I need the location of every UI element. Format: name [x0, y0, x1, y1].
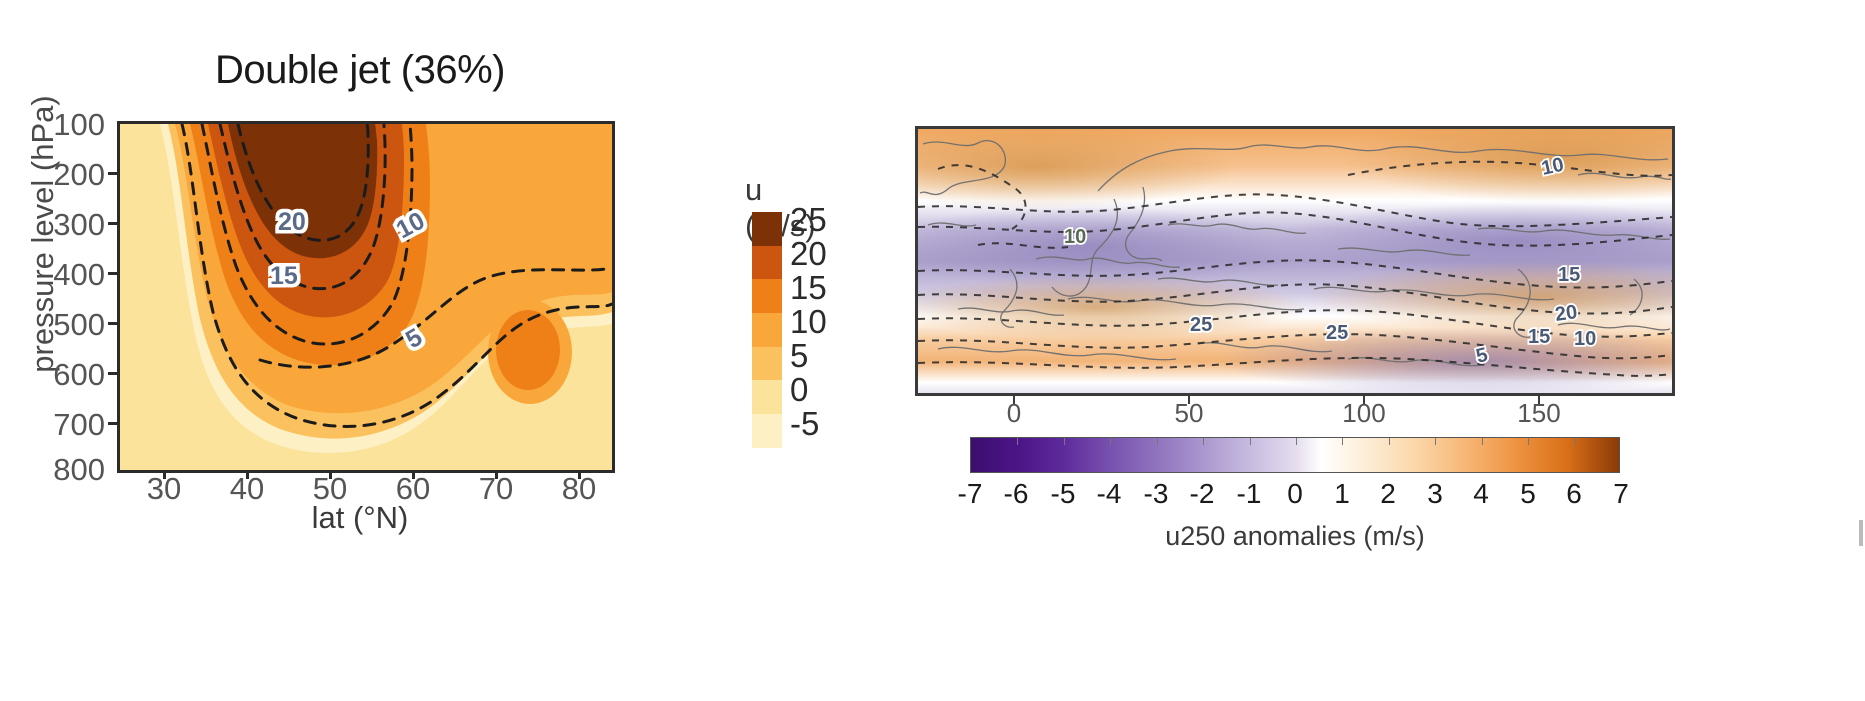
- y-tick-label: 700: [53, 407, 105, 442]
- right-panel-anomaly-map: 10 10 15 20 25 25 15 10 5 0 50 100 150 -…: [760, 0, 1865, 701]
- colorbar-tick: [1017, 438, 1018, 445]
- colorbar-tick: [1157, 438, 1158, 445]
- colorbar-tick-label: 1: [1334, 478, 1350, 509]
- map-x-tick-label: 0: [1006, 398, 1022, 428]
- colorbar-tick-label: 25: [790, 201, 827, 238]
- y-tick-label: 500: [53, 307, 105, 342]
- x-tick-label: 50: [312, 471, 348, 506]
- contour-label: 20: [278, 208, 306, 236]
- colorbar-tick-label: -7: [957, 478, 983, 509]
- map-x-tick-mark: [1538, 396, 1540, 404]
- contour-label: 15: [1528, 326, 1550, 348]
- map-x-tick-label: 50: [1174, 398, 1204, 428]
- colorbar-segment: [752, 414, 782, 448]
- colorbar-tick-label: 15: [790, 269, 827, 306]
- contour-label: 10: [1574, 328, 1596, 350]
- colorbar-segment: [752, 380, 782, 415]
- contour-label: 25: [1326, 322, 1348, 344]
- map-svg: 10 10 15 20 25 25 15 10 5: [918, 129, 1672, 393]
- contour-label: 15: [270, 262, 298, 290]
- edge-marker: [1859, 520, 1863, 546]
- contour-label: 20: [1554, 301, 1579, 326]
- x-tick-label: 30: [146, 471, 182, 506]
- x-tick-mark: [495, 470, 498, 479]
- colorbar-tick-label: -6: [1003, 478, 1029, 509]
- map-plot-area: 10 10 15 20 25 25 15 10 5: [915, 126, 1675, 396]
- colorbar-tick-label: 4: [1473, 478, 1489, 509]
- contour-fill-svg: 20 15 10 5: [120, 124, 612, 470]
- colorbar-tick-label: 0: [1287, 478, 1303, 509]
- x-tick-mark: [163, 470, 166, 479]
- x-tick-label: 40: [229, 471, 265, 506]
- colorbar-tick: [1203, 438, 1204, 445]
- colorbar-tick-label: -3: [1143, 478, 1169, 509]
- y-tick-label: 600: [53, 357, 105, 392]
- colorbar-tick: [1064, 438, 1065, 445]
- colorbar-tick-label: 3: [1427, 478, 1443, 509]
- colorbar-tick: [1296, 438, 1297, 445]
- left-panel-cross-section: Double jet (36%) pressure level (hPa) 10…: [0, 0, 827, 701]
- map-x-tick-mark: [1363, 396, 1365, 404]
- colorbar-segment: [752, 279, 782, 314]
- colorbar-tick-label: -1: [1236, 478, 1262, 509]
- page-title: Double jet (36%): [215, 48, 505, 92]
- colorbar-segment: [752, 346, 782, 381]
- contour-label: 10: [1539, 154, 1565, 180]
- colorbar-tick: [1482, 438, 1483, 445]
- colorbar-tick: [1250, 438, 1251, 445]
- y-tick-label: 200: [53, 157, 105, 192]
- colorbar-tick: [1342, 438, 1343, 445]
- colorbar-tick: [1575, 438, 1576, 445]
- contour-label: 10: [1064, 226, 1086, 248]
- y-tick-mark: [108, 372, 117, 375]
- y-tick-mark: [108, 322, 117, 325]
- x-axis-label: lat (°N): [311, 500, 409, 535]
- colorbar-tick: [1110, 438, 1111, 445]
- map-x-tick-label: 100: [1342, 398, 1386, 428]
- contour-label: 15: [1558, 264, 1580, 286]
- x-tick-label: 80: [561, 471, 597, 506]
- x-tick-mark: [578, 470, 581, 479]
- y-tick-mark: [108, 272, 117, 275]
- colorbar-tick-label: 7: [1613, 478, 1629, 509]
- map-x-tick-mark: [1188, 396, 1190, 404]
- colorbar-tick-label: 20: [790, 235, 827, 272]
- cross-section-plot-area: 20 15 10 5: [117, 121, 615, 473]
- x-tick-mark: [412, 470, 415, 479]
- colorbar-segment: [752, 212, 782, 246]
- colorbar-tick-label: 0: [790, 371, 809, 408]
- x-tick-mark: [329, 470, 332, 479]
- x-tick-mark: [246, 470, 249, 479]
- colorbar-tick-label: -5: [790, 405, 820, 442]
- colorbar-tick: [1435, 438, 1436, 445]
- colorbar-tick-label: -2: [1189, 478, 1215, 509]
- map-x-tick-label: 150: [1517, 398, 1561, 428]
- colorbar-tick: [1389, 438, 1390, 445]
- y-tick-mark: [108, 422, 117, 425]
- y-tick-label: 100: [53, 107, 105, 142]
- colorbar-tick-label: -5: [1050, 478, 1076, 509]
- contour-label: 25: [1190, 314, 1212, 336]
- y-tick-mark: [108, 172, 117, 175]
- x-tick-label: 60: [395, 471, 431, 506]
- colorbar-tick: [1528, 438, 1529, 445]
- y-tick-label: 300: [53, 207, 105, 242]
- colorbar-tick-label: 6: [1566, 478, 1582, 509]
- colorbar-caption: u250 anomalies (m/s): [1165, 521, 1425, 551]
- x-tick-label: 70: [478, 471, 514, 506]
- colorbar-tick-label: 5: [790, 337, 809, 374]
- colorbar-tick-label: 2: [1380, 478, 1396, 509]
- colorbar-u: [752, 212, 782, 448]
- colorbar-tick-label: -4: [1096, 478, 1122, 509]
- map-x-tick-mark: [1013, 396, 1015, 404]
- colorbar-anomalies: [970, 437, 1620, 473]
- y-tick-label: 400: [53, 257, 105, 292]
- y-tick-label: 800: [53, 452, 105, 487]
- colorbar-tick-label: 5: [1520, 478, 1536, 509]
- y-tick-mark: [108, 222, 117, 225]
- colorbar-tick-label: 10: [790, 303, 827, 340]
- colorbar-segment: [752, 245, 782, 280]
- colorbar-segment: [752, 313, 782, 347]
